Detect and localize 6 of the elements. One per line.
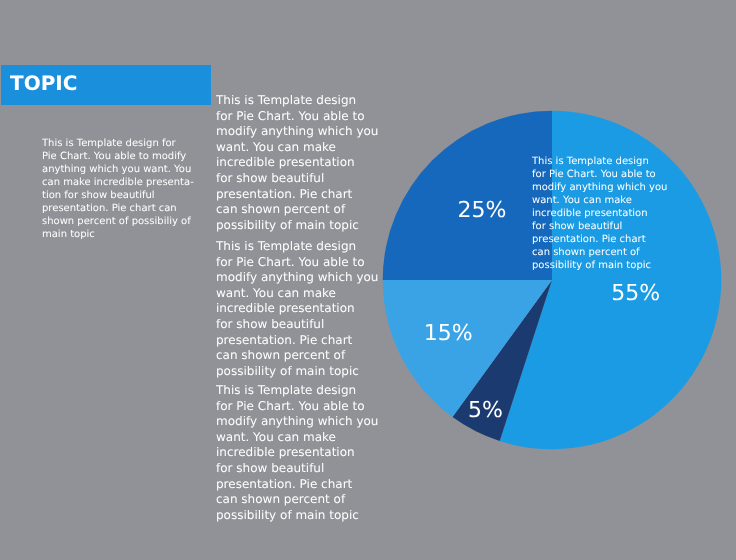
data-label: 25% (457, 196, 507, 223)
pie-slice (382, 280, 552, 417)
data-label: 55% (611, 280, 661, 307)
data-label: 15% (423, 319, 473, 346)
data-label: 5% (468, 397, 503, 424)
text: TOPIC (10, 74, 78, 96)
